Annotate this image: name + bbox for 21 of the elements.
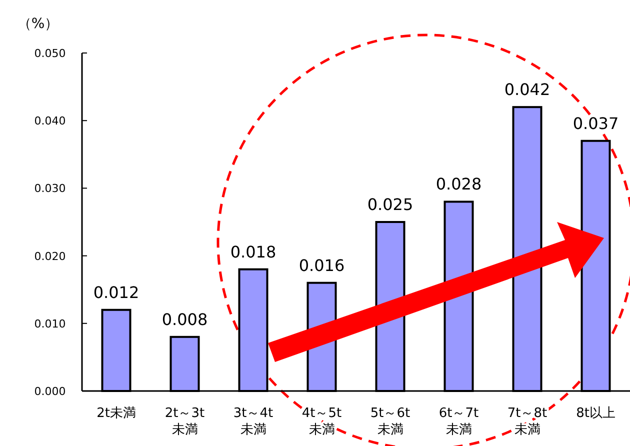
data-label: 0.008	[162, 310, 208, 329]
x-tick-label: 2t～3t 未満	[164, 406, 205, 438]
y-axis-title: （%）	[17, 16, 59, 32]
x-tick-label: 8t以上	[576, 406, 616, 421]
data-label: 0.042	[504, 80, 550, 100]
x-tick-label: 6t～7t 未満	[438, 406, 479, 438]
x-tick-label: 5t～6t 未満	[370, 406, 410, 438]
y-tick-label: 0.020	[34, 250, 66, 263]
data-label: 0.012	[93, 282, 140, 302]
y-tick-label: 0.050	[34, 47, 66, 60]
data-label: 0.016	[298, 256, 345, 275]
y-tick-label: 0.000	[34, 385, 66, 398]
data-label: 0.018	[230, 242, 276, 262]
y-tick-label: 0.010	[34, 317, 66, 330]
x-tick-label: 3t～4t 未満	[233, 406, 274, 438]
x-tick-label: 7t～8t 未満	[507, 406, 548, 438]
x-tick-label: 2t未満	[96, 406, 136, 421]
y-tick-label: 0.040	[34, 114, 66, 128]
data-label: 0.025	[367, 195, 414, 214]
data-label: 0.028	[436, 174, 482, 194]
y-tick-label: 0.030	[34, 182, 66, 196]
